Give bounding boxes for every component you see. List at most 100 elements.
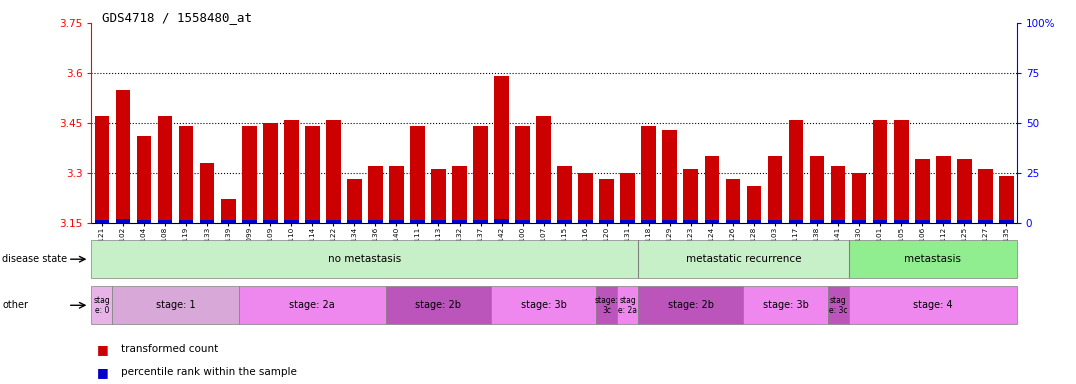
Bar [368, 166, 383, 223]
Bar [725, 179, 740, 223]
Bar [621, 173, 635, 223]
Bar [831, 220, 846, 223]
Bar [894, 220, 908, 223]
Text: ■: ■ [97, 366, 109, 379]
Bar [113, 286, 239, 324]
Bar [767, 220, 782, 223]
Bar [578, 220, 593, 223]
Bar [200, 220, 214, 223]
Text: stage: 2b: stage: 2b [668, 300, 713, 310]
Bar [599, 220, 614, 223]
Bar [915, 159, 930, 223]
Bar [536, 116, 551, 223]
Bar [305, 220, 320, 223]
Bar [431, 220, 445, 223]
Text: percentile rank within the sample: percentile rank within the sample [121, 367, 296, 377]
Text: no metastasis: no metastasis [328, 254, 401, 264]
Bar [221, 199, 236, 223]
Text: stage: 3b: stage: 3b [521, 300, 567, 310]
Bar [641, 126, 656, 223]
Bar [326, 220, 341, 223]
Bar [852, 173, 866, 223]
Bar [284, 119, 299, 223]
Text: stag
e: 3c: stag e: 3c [829, 296, 847, 315]
Bar [663, 129, 677, 223]
Bar [115, 219, 130, 223]
Bar [936, 156, 950, 223]
Text: stage: 2b: stage: 2b [415, 300, 462, 310]
Bar [346, 179, 362, 223]
Bar [137, 220, 152, 223]
Text: metastatic recurrence: metastatic recurrence [685, 254, 802, 264]
Bar [263, 123, 278, 223]
Bar [158, 116, 172, 223]
Bar [915, 220, 930, 223]
Bar [578, 173, 593, 223]
Text: stage:
3c: stage: 3c [595, 296, 619, 315]
Bar [200, 163, 214, 223]
Bar [390, 220, 404, 223]
Bar [431, 169, 445, 223]
Bar [410, 126, 425, 223]
Bar [494, 76, 509, 223]
Bar [936, 220, 950, 223]
Text: stag
e: 0: stag e: 0 [94, 296, 111, 315]
Text: stage: 1: stage: 1 [156, 300, 196, 310]
Bar [239, 286, 386, 324]
Bar [621, 220, 635, 223]
Bar [641, 220, 656, 223]
Bar [410, 220, 425, 223]
Text: other: other [2, 300, 28, 310]
Bar [873, 119, 888, 223]
Bar [491, 286, 596, 324]
Bar [390, 166, 404, 223]
Text: stag
e: 2a: stag e: 2a [619, 296, 637, 315]
Bar [999, 176, 1014, 223]
Bar [809, 156, 824, 223]
Bar [91, 286, 113, 324]
Bar [894, 119, 908, 223]
Bar [368, 220, 383, 223]
Bar [999, 220, 1014, 223]
Bar [978, 169, 993, 223]
Bar [515, 220, 530, 223]
Bar [957, 159, 972, 223]
Bar [473, 126, 487, 223]
Bar [284, 220, 299, 223]
Bar [95, 116, 110, 223]
Bar [618, 286, 638, 324]
Text: transformed count: transformed count [121, 344, 217, 354]
Bar [683, 169, 698, 223]
Bar [873, 220, 888, 223]
Text: disease state: disease state [2, 254, 68, 264]
Bar [789, 220, 804, 223]
Bar [452, 220, 467, 223]
Text: metastasis: metastasis [904, 254, 961, 264]
Bar [809, 220, 824, 223]
Bar [725, 220, 740, 223]
Bar [831, 166, 846, 223]
Bar [638, 240, 849, 278]
Bar [515, 126, 530, 223]
Bar [638, 286, 744, 324]
Bar [705, 220, 719, 223]
Bar [536, 220, 551, 223]
Bar [115, 89, 130, 223]
Bar [789, 119, 804, 223]
Bar [263, 220, 278, 223]
Bar [242, 126, 256, 223]
Bar [705, 156, 719, 223]
Bar [179, 220, 194, 223]
Bar [978, 220, 993, 223]
Bar [158, 220, 172, 223]
Bar [346, 220, 362, 223]
Bar [849, 286, 1017, 324]
Text: GDS4718 / 1558480_at: GDS4718 / 1558480_at [102, 12, 252, 25]
Bar [95, 220, 110, 223]
Bar [852, 220, 866, 223]
Bar [557, 220, 572, 223]
Bar [747, 220, 762, 223]
Bar [596, 286, 618, 324]
Bar [494, 219, 509, 223]
Bar [326, 119, 341, 223]
